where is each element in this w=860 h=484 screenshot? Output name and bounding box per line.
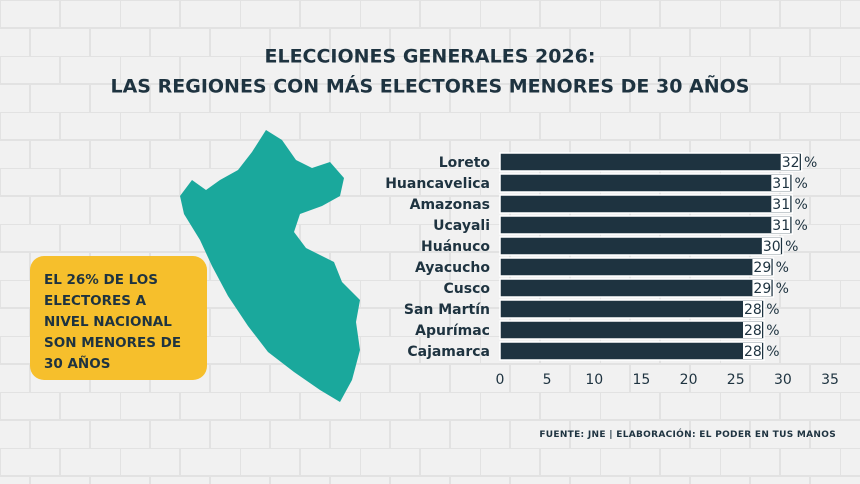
- x-tick-label: 35: [821, 372, 839, 388]
- value-label: 30 %: [763, 239, 799, 255]
- y-tick-label: Loreto: [439, 155, 491, 171]
- bar: [499, 173, 794, 193]
- value-label-bg: [771, 196, 791, 212]
- source: FUENTE: JNE | ELABORACIÓN: EL PODER EN T…: [539, 430, 836, 440]
- value-label: 28 %: [744, 302, 780, 318]
- bar: [499, 236, 784, 256]
- bar: [499, 215, 794, 235]
- y-tick-label: Apurímac: [415, 323, 490, 339]
- value-label-bg: [743, 322, 762, 338]
- value-label-bg: [780, 154, 800, 170]
- x-tick-label: 15: [633, 372, 651, 388]
- x-tick-label: 10: [585, 372, 603, 388]
- bar: [499, 341, 765, 361]
- x-tick-label: 0: [496, 372, 505, 388]
- bar: [499, 320, 765, 340]
- x-tick-label: 25: [727, 372, 745, 388]
- chart-subtitle: LAS REGIONES CON MÁS ELECTORES MENORES D…: [111, 74, 750, 98]
- value-label-bg: [743, 301, 762, 317]
- value-label-bg: [771, 175, 791, 191]
- value-label: 28 %: [744, 323, 780, 339]
- x-tick-label: 20: [680, 372, 698, 388]
- y-tick-label: Huancavelica: [385, 176, 490, 192]
- peru-map: [180, 130, 360, 402]
- value-label: 31 %: [772, 218, 808, 234]
- bar: [499, 278, 775, 298]
- value-label: 29 %: [753, 281, 789, 297]
- value-label-bg: [771, 217, 791, 233]
- y-tick-label: Cajamarca: [407, 344, 490, 360]
- bar: [499, 194, 794, 214]
- x-tick-label: 5: [543, 372, 552, 388]
- y-tick-label: Cusco: [444, 281, 491, 297]
- value-label: 31 %: [772, 176, 808, 192]
- bar: [499, 152, 803, 172]
- value-label-bg: [743, 343, 762, 359]
- value-label-bg: [752, 259, 772, 275]
- y-tick-label: Ayacucho: [415, 260, 490, 276]
- chart-title: ELECCIONES GENERALES 2026:: [264, 46, 595, 68]
- value-label-bg: [752, 280, 772, 296]
- value-label: 28 %: [744, 344, 780, 360]
- y-tick-label: San Martín: [404, 302, 490, 318]
- x-tick-label: 30: [774, 372, 792, 388]
- value-label-bg: [761, 238, 781, 254]
- bar: [499, 299, 765, 319]
- value-label: 31 %: [772, 197, 808, 213]
- y-tick-label: Ucayali: [433, 218, 490, 234]
- value-label: 32 %: [782, 155, 818, 171]
- bar: [499, 257, 775, 277]
- y-tick-label: Huánuco: [421, 239, 490, 255]
- value-label: 29 %: [753, 260, 789, 276]
- y-tick-label: Amazonas: [410, 197, 490, 213]
- callout: EL 26% DE LOS ELECTORES A NIVEL NACIONAL…: [30, 256, 207, 380]
